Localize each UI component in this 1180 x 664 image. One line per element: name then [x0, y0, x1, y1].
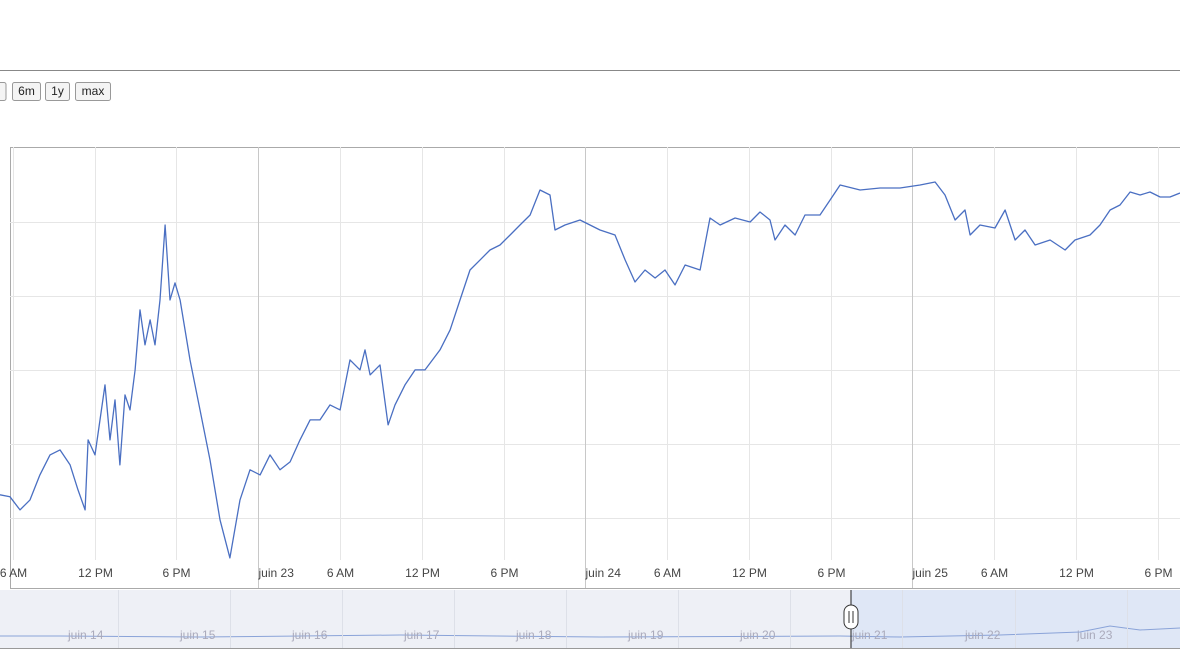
navigator-line [0, 625, 1180, 638]
navigator-label: juin 22 [964, 628, 1001, 642]
navigator-label: juin 18 [515, 628, 552, 642]
button-label: 6m [18, 84, 35, 98]
navigator-label: juin 21 [851, 628, 888, 642]
navigator-handle[interactable] [843, 604, 859, 630]
navigator-label: juin 14 [67, 628, 104, 642]
button-box [45, 82, 70, 101]
x-tick-label: 12 PM [1059, 566, 1094, 580]
navigator-label: juin 20 [739, 628, 776, 642]
range-button[interactable]: max [75, 82, 111, 101]
navigator-label: juin 17 [403, 628, 440, 642]
x-tick-label: 6 PM [817, 566, 845, 580]
plot-frame [10, 147, 1180, 589]
x-tick-label: 6 AM [654, 566, 681, 580]
price-line [0, 181, 1180, 559]
range-button-partial[interactable] [0, 82, 7, 101]
range-button[interactable]: 1y [45, 82, 70, 101]
x-tick-label: 12 PM [732, 566, 767, 580]
x-tick-label: 6 AM [0, 566, 27, 580]
x-tick-label: juin 24 [585, 566, 622, 580]
button-label: 1y [51, 84, 64, 98]
navigator-label: juin 19 [627, 628, 664, 642]
navigator-label: juin 16 [291, 628, 328, 642]
x-tick-label: 6 PM [1144, 566, 1172, 580]
x-tick-label: 12 PM [405, 566, 440, 580]
navigator-label: juin 15 [179, 628, 216, 642]
button-label: max [82, 84, 105, 98]
x-tick-label: 6 PM [490, 566, 518, 580]
button-box [75, 82, 111, 101]
x-tick-label: 6 PM [162, 566, 190, 580]
button-box [12, 82, 41, 101]
range-button[interactable]: 6m [12, 82, 41, 101]
navigator-label: juin 23 [1076, 628, 1113, 642]
x-tick-label: 6 AM [981, 566, 1008, 580]
x-tick-label: juin 23 [258, 566, 295, 580]
x-tick-label: 6 AM [327, 566, 354, 580]
x-tick-label: juin 25 [912, 566, 949, 580]
x-tick-label: 12 PM [78, 566, 113, 580]
